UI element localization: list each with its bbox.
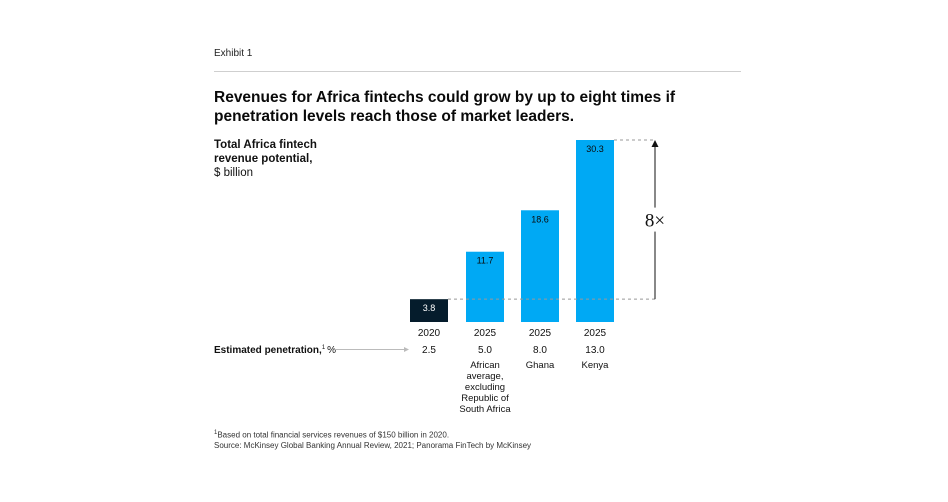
penetration-unit: % [327, 345, 336, 356]
x-tick-label-2: 2025 [474, 328, 497, 339]
footnotes: 1Based on total financial services reven… [214, 428, 734, 451]
multiplier-label-background [637, 207, 673, 232]
x-tick-label-3: 2025 [529, 328, 552, 339]
source-note: Source: McKinsey Global Banking Annual R… [214, 440, 532, 450]
y-axis-title-units: $ billion [214, 167, 253, 179]
exhibit-label: Exhibit 1 [214, 48, 253, 59]
bar-value-label-3: 18.6 [531, 214, 549, 224]
scenario-label-2-line-1: African [470, 360, 500, 371]
x-tick-label-1: 2020 [418, 328, 441, 339]
scenario-label-2-line-5: South Africa [459, 404, 511, 415]
x-tick-label-4: 2025 [584, 328, 607, 339]
penetration-footnote-marker: 1 [322, 345, 326, 351]
penetration-value-2: 5.0 [478, 345, 492, 356]
multiplier-annotation: 8× [645, 211, 665, 232]
penetration-value-4: 13.0 [585, 345, 605, 356]
header-divider [214, 71, 741, 72]
bar-2 [466, 251, 504, 322]
bar-value-label-4: 30.3 [586, 144, 604, 154]
bar-3 [521, 210, 559, 322]
scenario-label-2-line-3: excluding [465, 382, 505, 393]
chart-title: Revenues for Africa fintechs could grow … [214, 89, 676, 125]
y-axis-title-main: Total Africa fintech revenue potential, [214, 139, 317, 165]
footnote-1: 1Based on total financial services reven… [214, 428, 734, 441]
scenario-label-2-line-2: average, [467, 371, 504, 382]
penetration-row-label-text: Estimated penetration, [214, 345, 322, 356]
bar-1 [410, 299, 448, 322]
bar-value-label-2: 11.7 [477, 256, 494, 266]
penetration-value-1: 2.5 [422, 345, 436, 356]
footnote-1-marker: 1 [214, 430, 218, 436]
scenario-label-3-line-1: Ghana [526, 360, 555, 371]
footnote-1-text: Based on total financial services revenu… [217, 430, 450, 440]
scenario-label-2-line-4: Republic of [461, 393, 509, 404]
penetration-row-label: Estimated penetration,1% [214, 345, 336, 356]
multiplier-arrow-head [651, 140, 659, 147]
bar-value-label-1: 3.8 [423, 303, 436, 313]
bar-4 [576, 140, 614, 322]
penetration-leader-arrow [404, 347, 409, 352]
scenario-label-4-line-1: Kenya [582, 360, 610, 371]
y-axis-title: Total Africa fintech revenue potential, … [214, 138, 364, 180]
penetration-value-3: 8.0 [533, 345, 547, 356]
